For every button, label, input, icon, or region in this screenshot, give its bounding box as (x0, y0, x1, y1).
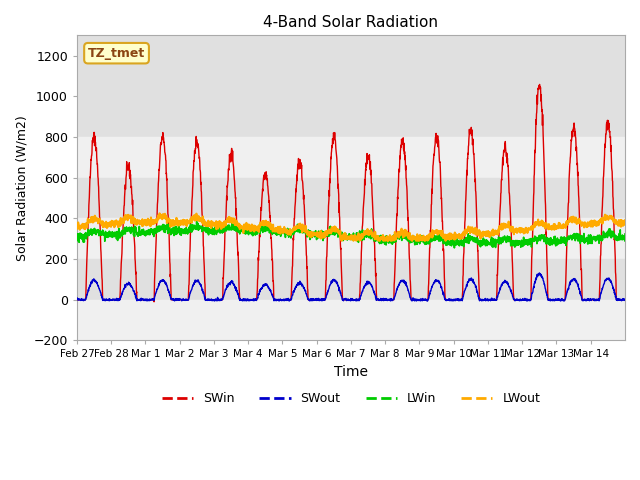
Text: TZ_tmet: TZ_tmet (88, 47, 145, 60)
Bar (77, 178, 625, 218)
Title: 4-Band Solar Radiation: 4-Band Solar Radiation (264, 15, 438, 30)
Bar (77, 300, 625, 340)
Y-axis label: Solar Radiation (W/m2): Solar Radiation (W/m2) (15, 115, 28, 261)
Bar (77, 36, 625, 137)
X-axis label: Time: Time (334, 365, 368, 379)
Legend: SWin, SWout, LWin, LWout: SWin, SWout, LWin, LWout (157, 387, 545, 410)
Bar (77, 218, 625, 259)
Bar (77, 137, 625, 178)
Bar (77, 259, 625, 300)
